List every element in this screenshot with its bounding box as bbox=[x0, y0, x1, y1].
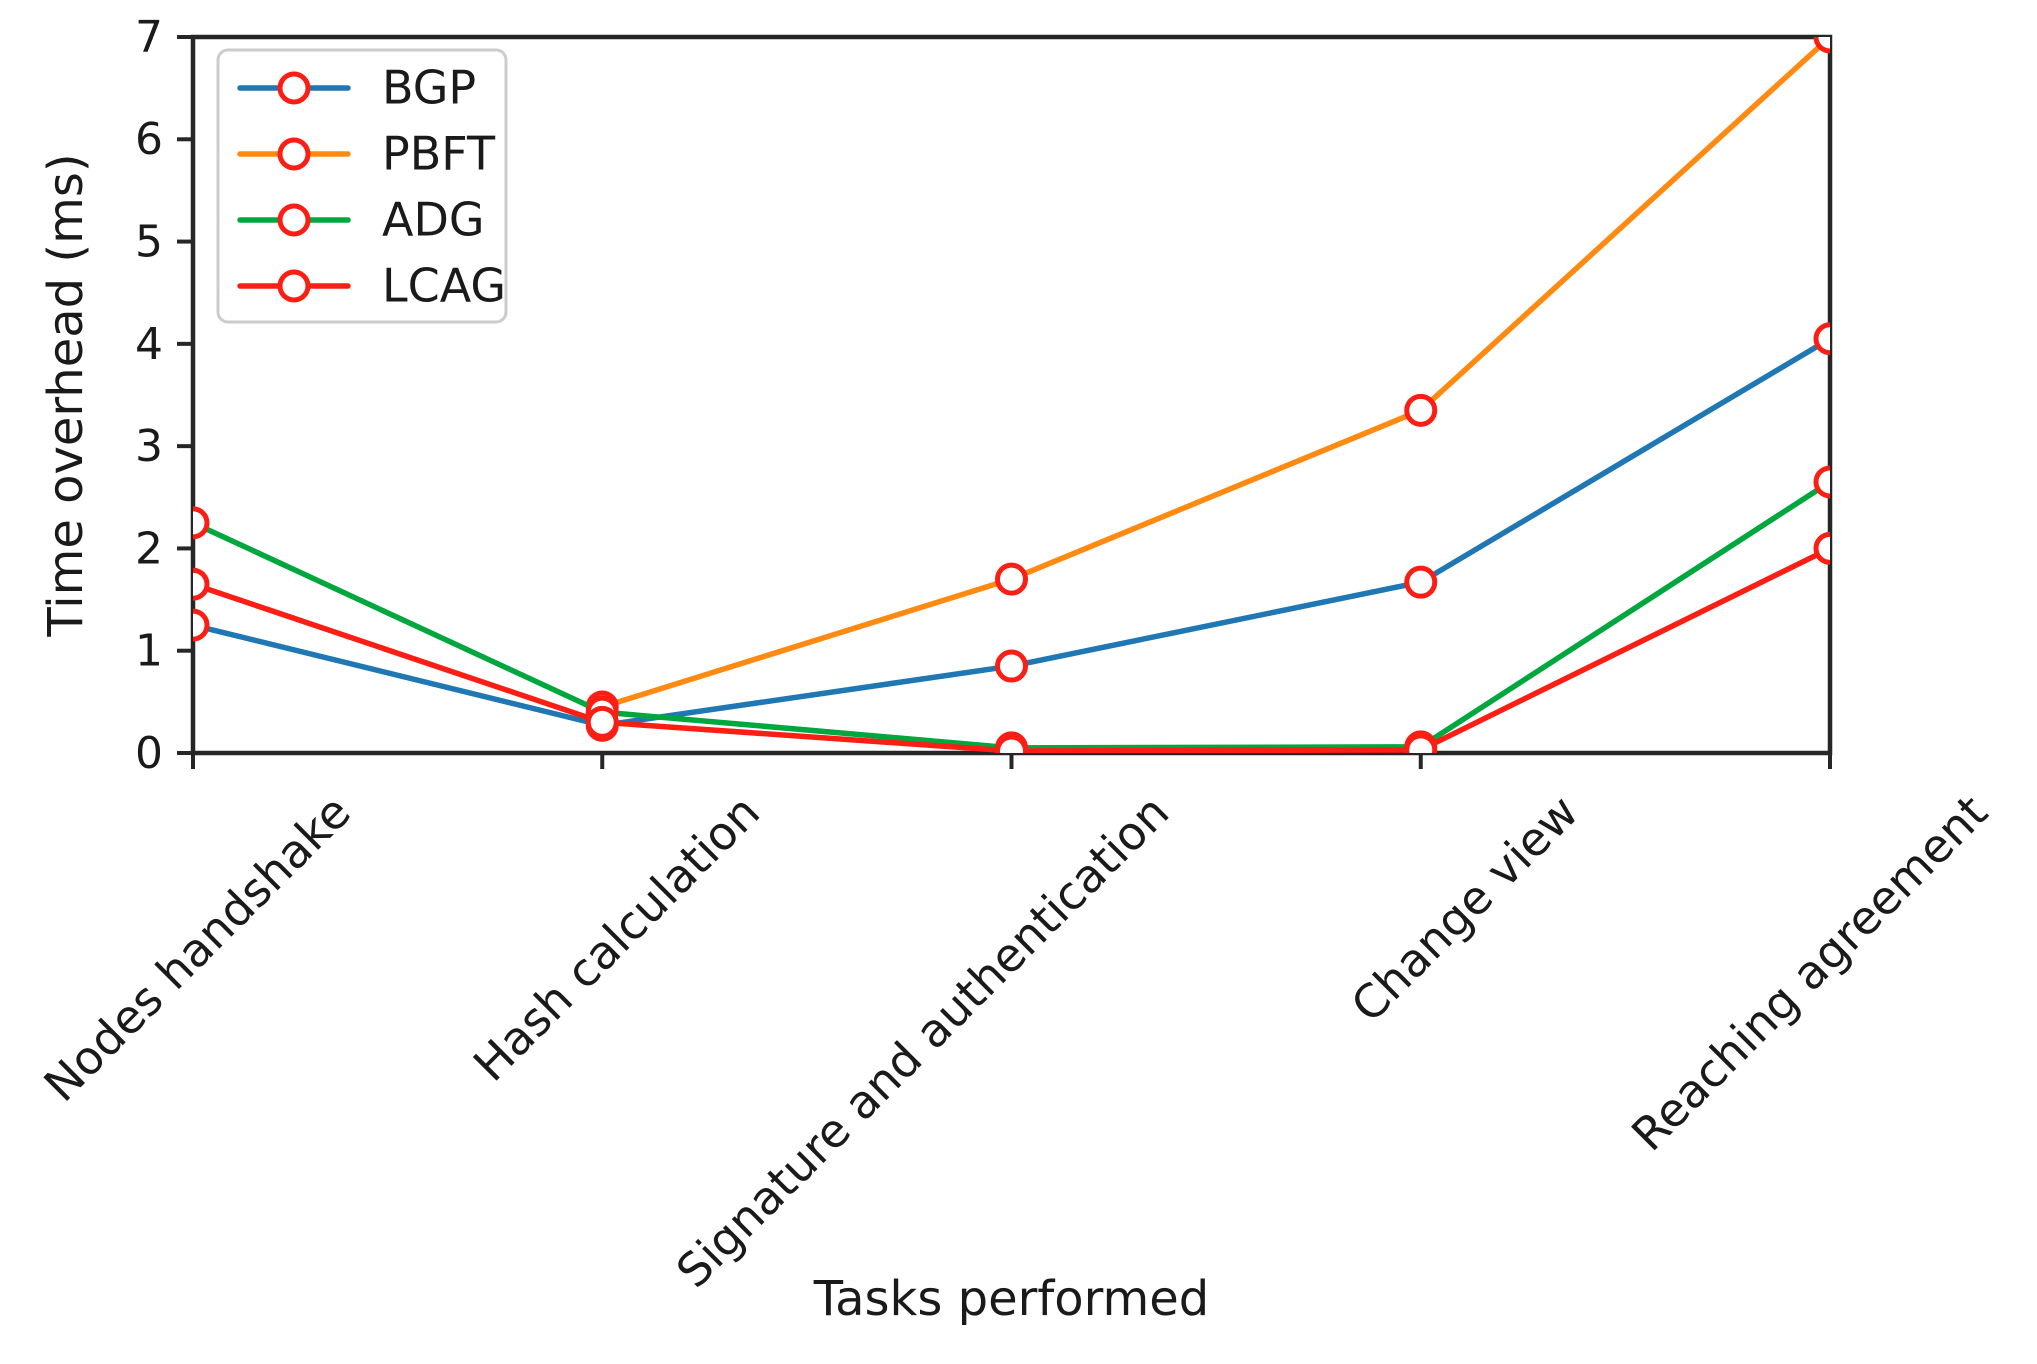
legend-item-ADG: ADG bbox=[237, 193, 485, 247]
series-line-ADG bbox=[193, 479, 1830, 751]
marker-ADG bbox=[193, 506, 210, 540]
marker-BGP bbox=[193, 608, 210, 642]
marker-PBFT bbox=[1404, 393, 1438, 427]
marker-LCAG bbox=[1404, 733, 1438, 753]
y-tick-label: 1 bbox=[135, 626, 163, 677]
y-axis-title: Time overhead (ms) bbox=[38, 153, 94, 637]
legend-marker-icon bbox=[277, 203, 311, 237]
legend-label: LCAG bbox=[382, 259, 506, 313]
x-category-label: Reaching agreement bbox=[1621, 785, 1998, 1162]
x-category-label: Change view bbox=[1341, 785, 1589, 1033]
y-tick-label: 3 bbox=[135, 421, 163, 472]
y-tick-label: 0 bbox=[135, 728, 163, 779]
legend-label: PBFT bbox=[382, 127, 496, 181]
marker-LCAG bbox=[1813, 531, 1830, 565]
legend: BGP PBFT ADG LCAG bbox=[216, 48, 508, 324]
x-axis-title: Tasks performed bbox=[813, 1271, 1210, 1327]
marker-PBFT bbox=[995, 562, 1028, 596]
legend-box bbox=[216, 48, 508, 324]
y-tick-label: 4 bbox=[135, 319, 163, 370]
legend-item-BGP: BGP bbox=[237, 61, 476, 115]
x-category-label: Nodes handshake bbox=[33, 785, 360, 1112]
marker-LCAG bbox=[995, 734, 1028, 753]
marker-LCAG bbox=[585, 705, 619, 739]
legend-item-PBFT: PBFT bbox=[237, 127, 496, 181]
legend-label: ADG bbox=[382, 193, 485, 247]
x-category-label: Hash calculation bbox=[463, 785, 770, 1092]
series-line-PBFT bbox=[599, 37, 1830, 710]
legend-item-LCAG: LCAG bbox=[237, 259, 506, 313]
marker-ADG bbox=[1813, 465, 1830, 499]
x-category-label: Signature and authentication bbox=[666, 785, 1179, 1298]
marker-BGP bbox=[1813, 322, 1830, 356]
marker-LCAG bbox=[193, 567, 210, 601]
y-tick-label: 6 bbox=[135, 114, 163, 165]
legend-marker-icon bbox=[277, 137, 311, 171]
y-tick-label: 2 bbox=[135, 523, 163, 574]
marker-PBFT bbox=[1813, 37, 1830, 54]
y-tick-label: 7 bbox=[135, 12, 163, 63]
legend-label: BGP bbox=[382, 61, 476, 115]
plot-area bbox=[193, 37, 1830, 753]
legend-marker-icon bbox=[277, 269, 311, 303]
legend-marker-icon bbox=[277, 71, 311, 105]
marker-BGP bbox=[1404, 565, 1438, 599]
y-tick-label: 5 bbox=[135, 217, 163, 268]
marker-BGP bbox=[995, 649, 1028, 683]
